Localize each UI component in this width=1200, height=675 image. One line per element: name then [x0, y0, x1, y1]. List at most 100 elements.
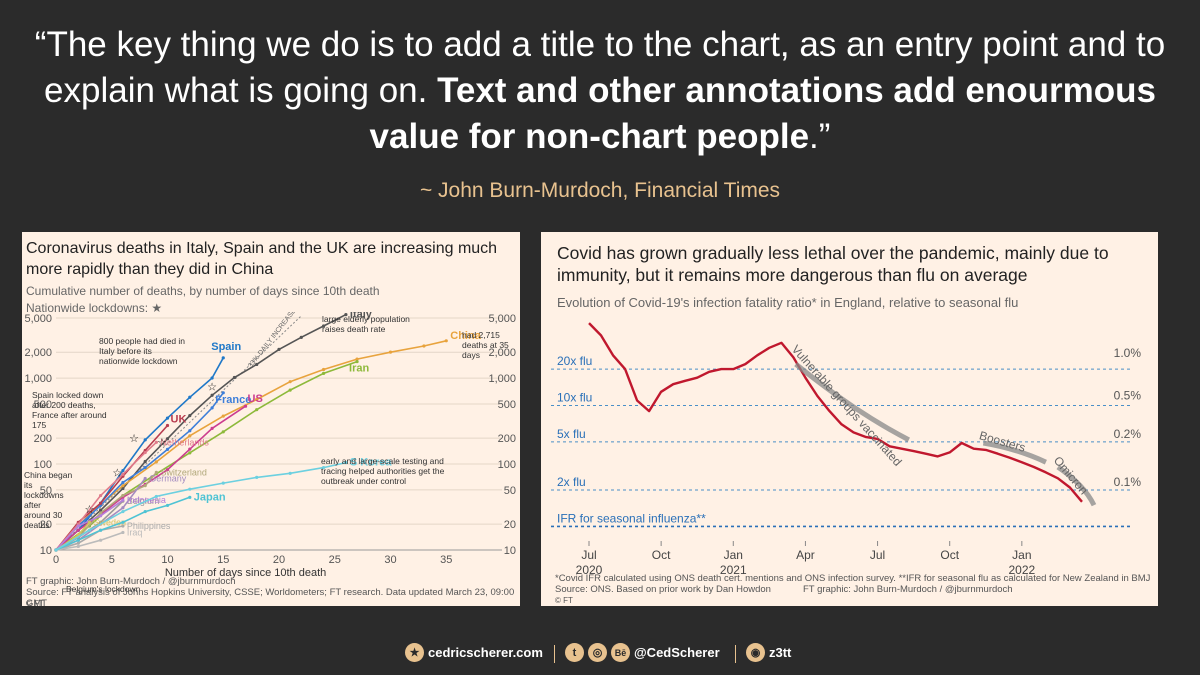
data-point: [299, 335, 303, 339]
series-line-italy: [55, 313, 347, 551]
data-point: [188, 487, 192, 491]
series-label: Netherlands: [160, 437, 209, 447]
github-icon: ◉: [746, 643, 765, 662]
chart2-source: Source: ONS. Based on prior work by Dan …: [555, 584, 771, 595]
y-tick-label: 5,000: [24, 313, 52, 325]
data-point: [165, 503, 170, 508]
right-axis-label: 1.0%: [1114, 346, 1142, 360]
ref-line-label: 10x flu: [557, 391, 592, 405]
data-point: [121, 472, 125, 476]
y-tick-label-right: 1,000: [488, 373, 516, 385]
y-tick-label-right: 200: [498, 433, 516, 445]
series-label: Spain: [211, 341, 241, 353]
chart2-footnote: *Covid IFR calculated using ONS death ce…: [555, 573, 1151, 584]
chart2-title: Covid has grown gradually less lethal ov…: [557, 243, 1109, 285]
series-label: Iraq: [127, 527, 143, 537]
handle-text: @CedScherer: [634, 645, 720, 660]
lockdown-star: ☆: [207, 381, 217, 393]
data-point: [121, 486, 125, 491]
data-point: [121, 509, 125, 514]
x-year-label: 2021: [720, 563, 747, 577]
series-label: Italy: [350, 312, 373, 321]
data-point: [288, 388, 292, 392]
data-point: [221, 356, 225, 360]
chart2-svg: 20x flu 1.0% 10x flu 0.5% 5x flu 0.2% 2x flu 0.…: [551, 322, 1142, 577]
data-point: [255, 362, 259, 367]
series-line-netherlands: [55, 441, 157, 551]
chart1-copyright: © FT: [26, 599, 44, 608]
series-label: Germany: [149, 473, 187, 483]
data-point: [277, 347, 281, 351]
annotation-china-lockdown: China began its lockdowns after around 30 dea…: [24, 470, 72, 530]
ref-line-label: 5x flu: [557, 427, 586, 441]
data-point: [143, 484, 147, 488]
ref-line-label: 20x flu: [557, 354, 592, 368]
annotation-arrow-omicron: [1056, 464, 1097, 507]
data-point: [76, 528, 80, 532]
data-point: [121, 468, 125, 473]
data-point: [344, 460, 348, 465]
website-text: cedricscherer.com: [428, 645, 543, 660]
data-point: [121, 498, 125, 502]
lockdown-star: ☆: [112, 467, 122, 479]
x-tick-label: 20: [273, 554, 285, 566]
y-tick-label-right: 2,000: [488, 347, 516, 359]
y-tick-label: 1,000: [24, 373, 52, 385]
behance-icon: Bē: [611, 643, 630, 662]
x-tick-label: Jul: [581, 548, 596, 562]
chart-panel-left: Coronavirus deaths in Italy, Spain and t…: [22, 232, 520, 609]
data-point: [143, 465, 147, 470]
series-line-uk: [55, 424, 169, 551]
data-point: [221, 414, 225, 418]
quote-text: “The key thing we do is to add a title t…: [20, 22, 1180, 160]
data-point: [322, 371, 326, 375]
data-point: [143, 509, 147, 514]
annotation-spain-lockdown: Spain locked down after 200 deaths, France…: [32, 390, 107, 430]
data-point: [355, 359, 359, 364]
chart1-source: FT graphic: John Burn-Murdoch / @jburnmu…: [26, 576, 236, 587]
data-point: [221, 391, 225, 395]
y-tick-label: 2,000: [24, 347, 52, 359]
footer-divider: [554, 645, 555, 663]
website-link[interactable]: ★ cedricscherer.com: [405, 643, 543, 662]
data-point: [99, 501, 103, 505]
data-point: [165, 468, 170, 472]
data-point: [422, 344, 426, 348]
right-axis-label: 0.5%: [1114, 389, 1142, 403]
data-point: [355, 357, 359, 361]
y-tick-label: 200: [34, 433, 52, 445]
data-point: [76, 538, 80, 542]
annotation-korea: early and large-scale testing and tracing…: [321, 456, 445, 486]
x-year-label: 2020: [576, 563, 603, 577]
data-point: [121, 520, 125, 524]
x-tick-label: 10: [161, 554, 173, 566]
github-link[interactable]: ◉ z3tt: [746, 643, 791, 662]
data-point: [154, 440, 158, 444]
chart1-lockdown-label: Nationwide lockdowns: ★: [26, 301, 163, 315]
chart-panel-right: Covid has grown gradually less lethal ov…: [541, 232, 1158, 606]
series-line-s-korea: [55, 461, 347, 551]
data-point: [76, 541, 80, 545]
data-point: [143, 450, 147, 455]
quote-part1: “The key thing we do is to add a title t…: [34, 25, 1166, 110]
data-point: [188, 495, 192, 499]
quote-attribution: ~ John Burn-Murdoch, Financial Times: [419, 179, 781, 202]
social-link[interactable]: t ◎ Bē @CedScherer: [565, 643, 720, 662]
data-point: [143, 459, 147, 464]
data-point: [121, 524, 125, 528]
series-label: US: [248, 393, 263, 405]
series-label: Switzerland: [160, 467, 207, 477]
series-line-philippines: [55, 525, 124, 551]
data-point: [121, 493, 125, 498]
x-tick-label: Jan: [724, 548, 743, 562]
data-point: [288, 380, 292, 384]
quote-part2: .”: [809, 117, 831, 156]
data-point: [154, 460, 158, 464]
annotation-omicron: Omicron: [1051, 454, 1091, 498]
y-tick-label-right: 20: [504, 519, 516, 531]
data-point: [210, 393, 214, 397]
series-label: Belgium: [127, 496, 160, 506]
x-tick-label: Jul: [870, 548, 885, 562]
data-point: [188, 429, 192, 433]
